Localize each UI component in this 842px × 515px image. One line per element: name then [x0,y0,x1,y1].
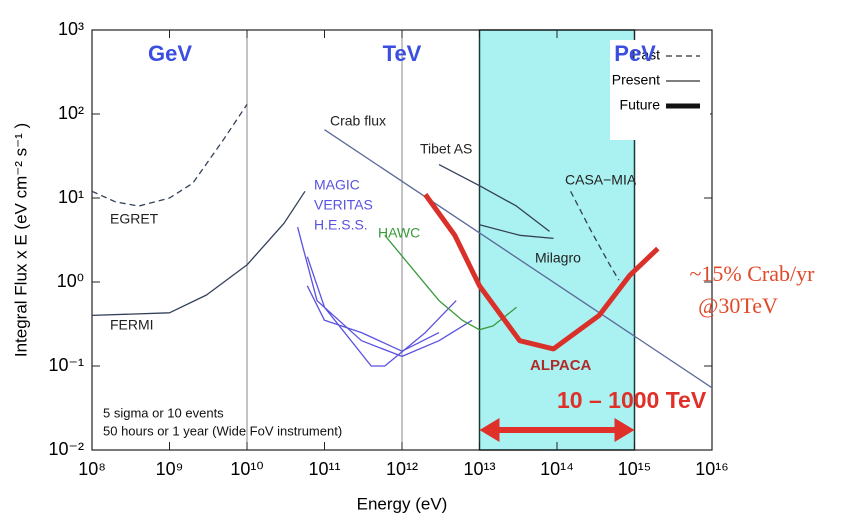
y-tick-label: 10² [58,103,84,123]
x-tick-label: 10¹⁵ [618,459,651,479]
arrow-head [479,418,500,442]
series-line [324,129,713,389]
series-line [423,193,660,352]
annotation: ~15% Crab/yr [690,261,816,286]
annotation: 10 – 1000 TeV [557,387,707,413]
x-tick-label: 10⁸ [78,459,106,479]
annotation: TeV [383,41,422,66]
y-tick-label: 10³ [58,19,84,39]
y-tick-label: 10⁻² [48,439,84,459]
x-tick-label: 10¹⁰ [230,459,263,479]
annotation: 5 sigma or 10 events [103,405,224,420]
series-line [296,226,473,358]
series-line [570,191,620,281]
x-tick-label: 10¹¹ [308,459,340,479]
highlight-region [478,29,636,451]
series-label: HAWC [378,225,420,241]
series-line [384,234,517,331]
series-label: EGRET [110,211,159,227]
series-label: Milagro [535,250,581,266]
legend-label: Future [620,97,661,113]
series-label: VERITAS [314,197,373,213]
series-label: MAGIC [314,177,360,193]
legend-box [610,40,710,140]
y-tick-label: 10⁰ [57,271,84,291]
legend-label: Past [632,47,660,63]
annotation: @30TeV [698,293,778,318]
annotation: 50 hours or 1 year (Wide FoV instrument) [103,423,342,438]
y-tick-label: 10¹ [58,187,84,207]
series-label: CASA−MIA [565,172,637,188]
x-tick-label: 10¹⁶ [695,459,728,479]
y-tick-label: 10⁻¹ [48,355,84,375]
x-axis-label: Energy (eV) [357,494,448,513]
series-line [91,104,248,207]
series-label: Tibet AS [420,141,472,157]
series-line [438,164,550,232]
annotation: GeV [148,41,192,66]
series-line [91,190,306,317]
series-line [306,256,457,367]
x-tick-label: 10¹³ [463,459,495,479]
arrow-head [614,418,635,442]
legend-label: Present [612,72,660,88]
y-axis-label: Integral Flux x E (eV cm⁻² s⁻¹ ) [11,123,30,357]
series-label: FERMI [110,317,154,333]
series-line [306,285,440,352]
x-tick-label: 10¹⁴ [540,459,574,479]
x-tick-label: 10⁹ [156,459,184,479]
annotation: PeV [614,41,656,66]
series-label: ALPACA [530,357,592,374]
series-line [479,224,554,240]
series-label: H.E.S.S. [314,217,368,233]
x-tick-label: 10¹² [386,459,418,479]
series-label: Crab flux [330,113,386,129]
